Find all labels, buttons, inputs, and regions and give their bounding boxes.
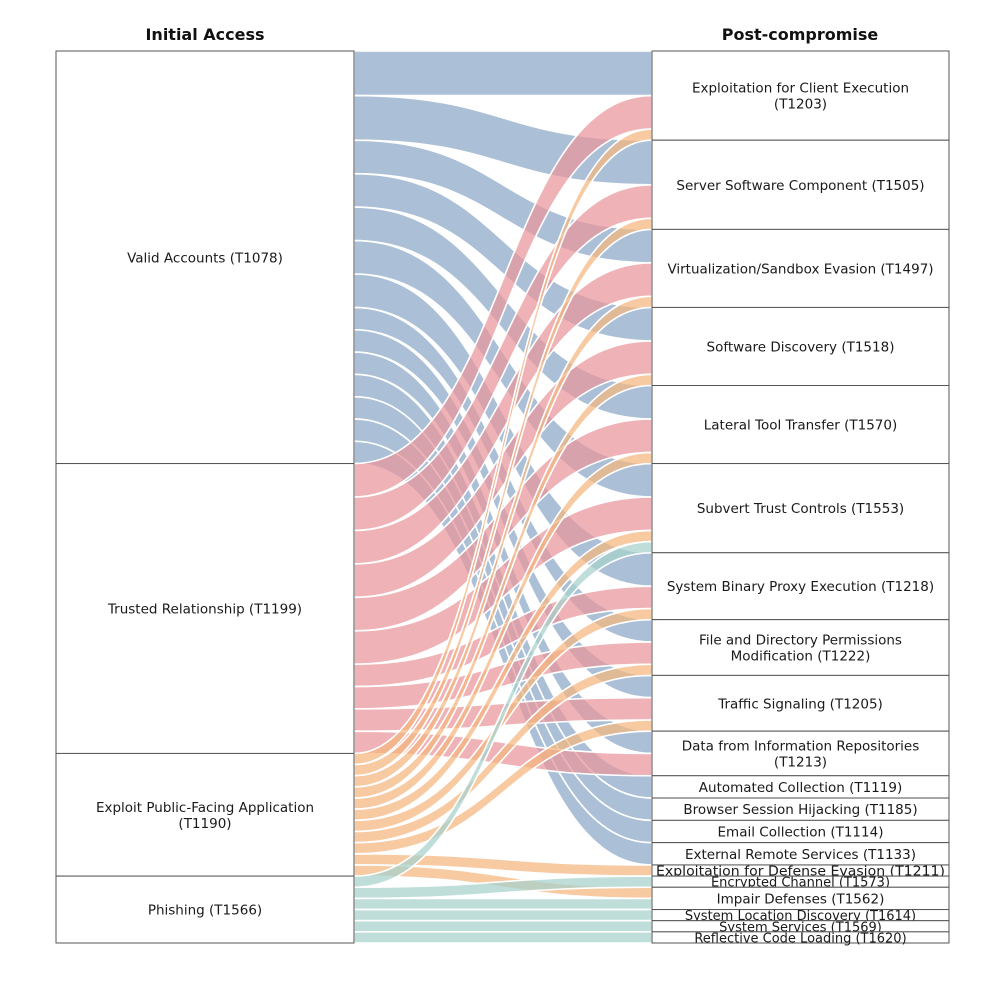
target-node-automated-collection-t1119: Automated Collection (T1119)	[651, 775, 950, 799]
target-node-file-and-directory-permissions-modification-t1222: File and Directory Permissions Modificati…	[651, 619, 950, 676]
source-node-valid-accounts-t1078: Valid Accounts (T1078)	[55, 50, 355, 465]
target-node-system-binary-proxy-execution-t1218: System Binary Proxy Execution (T1218)	[651, 552, 950, 621]
target-node-lateral-tool-transfer-t1570: Lateral Tool Transfer (T1570)	[651, 385, 950, 465]
target-node-label: Exploitation for Client Execution (T1203)	[692, 81, 909, 113]
target-node-traffic-signaling-t1205: Traffic Signaling (T1205)	[651, 674, 950, 732]
source-node-box	[55, 50, 355, 465]
source-node-exploit-public-facing-application-t1190: Exploit Public-Facing Application (T1190)	[55, 752, 355, 877]
target-node-exploitation-for-client-execution-t1203: Exploitation for Client Execution (T1203)	[651, 50, 950, 141]
target-node-box	[651, 385, 950, 465]
target-node-label: Automated Collection (T1119)	[699, 780, 902, 796]
target-node-label: File and Directory Permissions Modificati…	[699, 633, 902, 665]
target-node-box	[651, 730, 950, 777]
target-node-virtualization-sandbox-evasion-t1497: Virtualization/Sandbox Evasion (T1497)	[651, 228, 950, 308]
source-node-box	[55, 752, 355, 877]
target-node-label: Impair Defenses (T1562)	[717, 891, 885, 907]
target-node-label: Traffic Signaling (T1205)	[717, 696, 883, 712]
target-node-label: Reflective Code Loading (T1620)	[694, 931, 906, 946]
source-node-box	[55, 463, 355, 754]
target-node-label: Subvert Trust Controls (T1553)	[697, 501, 904, 517]
flow-phishing-t1566-to-system-location-discovery-t1614	[353, 908, 653, 922]
flow-valid-accounts-t1078-to-exploitation-for-client-execution-t1203	[353, 50, 653, 97]
target-node-box	[651, 306, 950, 387]
flow-phishing-t1566-to-impair-defenses-t1562	[353, 897, 653, 911]
source-node-label: Phishing (T1566)	[148, 903, 262, 919]
target-node-box	[651, 619, 950, 676]
target-node-impair-defenses-t1562: Impair Defenses (T1562)	[651, 886, 950, 911]
target-node-box	[651, 674, 950, 732]
target-node-label: Data from Information Repositories (T1213…	[682, 738, 920, 770]
target-node-label: System Binary Proxy Execution (T1218)	[667, 579, 934, 595]
source-node-label: Valid Accounts (T1078)	[127, 250, 283, 266]
target-node-label: External Remote Services (T1133)	[685, 847, 916, 863]
target-node-box	[651, 139, 950, 230]
flow-bands	[353, 50, 653, 944]
source-node-box	[55, 875, 355, 944]
target-node-box	[651, 50, 950, 141]
flow-phishing-t1566-to-reflective-code-loading-t1620	[353, 931, 653, 944]
source-node-label: Exploit Public-Facing Application (T1190)	[96, 800, 314, 832]
source-node-phishing-t1566: Phishing (T1566)	[55, 875, 355, 944]
target-node-browser-session-hijacking-t1185: Browser Session Hijacking (T1185)	[651, 797, 950, 821]
target-node-label: Server Software Component (T1505)	[676, 178, 924, 194]
target-node-subvert-trust-controls-t1553: Subvert Trust Controls (T1553)	[651, 463, 950, 554]
target-node-label: Lateral Tool Transfer (T1570)	[704, 418, 897, 434]
target-node-label: Email Collection (T1114)	[718, 825, 884, 841]
target-node-software-discovery-t1518: Software Discovery (T1518)	[651, 306, 950, 387]
target-node-box	[651, 228, 950, 308]
target-node-external-remote-services-t1133: External Remote Services (T1133)	[651, 842, 950, 866]
target-node-label: Virtualization/Sandbox Evasion (T1497)	[667, 261, 933, 277]
target-node-email-collection-t1114: Email Collection (T1114)	[651, 819, 950, 844]
target-node-label: Browser Session Hijacking (T1185)	[683, 802, 917, 818]
target-node-box	[651, 463, 950, 554]
source-node-trusted-relationship-t1199: Trusted Relationship (T1199)	[55, 463, 355, 754]
target-node-server-software-component-t1505: Server Software Component (T1505)	[651, 139, 950, 230]
target-node-label: Software Discovery (T1518)	[707, 339, 895, 355]
left-column-title: Initial Access	[145, 25, 264, 44]
source-node-label: Trusted Relationship (T1199)	[107, 602, 302, 618]
target-node-box	[651, 931, 950, 944]
target-node-data-from-information-repositories-t1213: Data from Information Repositories (T1213…	[651, 730, 950, 777]
target-node-box	[651, 552, 950, 621]
flow-phishing-t1566-to-system-services-t1569	[353, 919, 653, 933]
right-column-title: Post-compromise	[722, 25, 879, 44]
nodes: Valid Accounts (T1078) Trusted Relationsh…	[55, 50, 950, 946]
target-node-reflective-code-loading-t1620: Reflective Code Loading (T1620)	[651, 931, 950, 946]
